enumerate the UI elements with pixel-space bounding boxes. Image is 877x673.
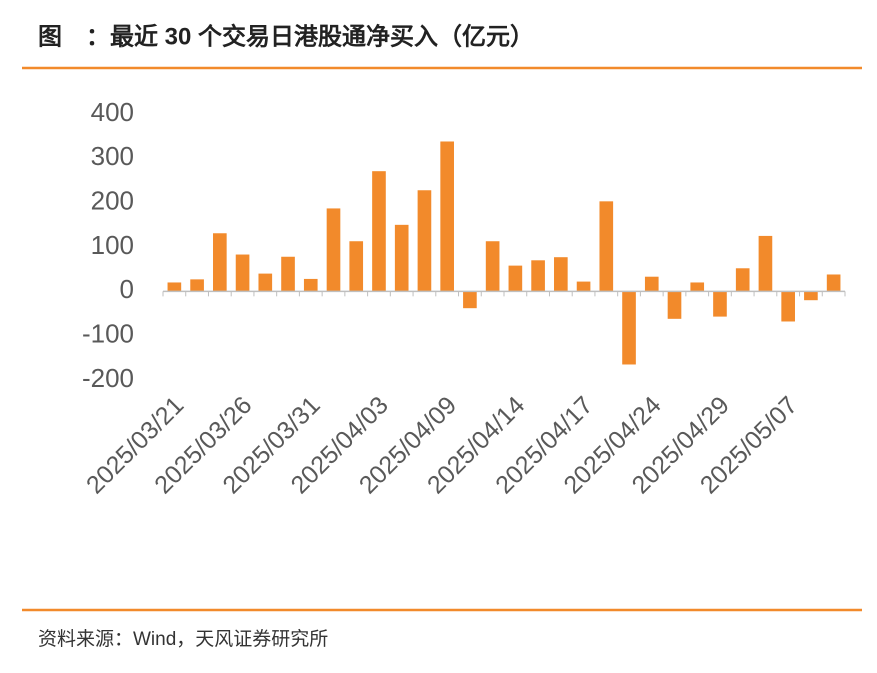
bar bbox=[440, 141, 454, 292]
y-tick-label: 200 bbox=[91, 186, 134, 216]
bar bbox=[758, 235, 773, 292]
y-tick-label: -100 bbox=[82, 319, 134, 349]
y-tick-label: 400 bbox=[91, 97, 134, 127]
bar bbox=[190, 279, 204, 292]
bar bbox=[213, 233, 227, 292]
source-note: 资料来源：Wind，天风证券研究所 bbox=[38, 628, 328, 650]
bar bbox=[781, 291, 795, 322]
bar bbox=[644, 276, 659, 292]
y-tick-label: 0 bbox=[120, 274, 134, 304]
bar bbox=[463, 291, 477, 309]
bar bbox=[622, 291, 636, 365]
bar bbox=[349, 241, 364, 292]
bar bbox=[735, 268, 750, 292]
bar bbox=[372, 171, 386, 292]
bar bbox=[599, 201, 614, 292]
bar bbox=[167, 282, 182, 292]
bar bbox=[303, 278, 318, 292]
bar bbox=[804, 291, 818, 301]
bar bbox=[485, 241, 500, 292]
bar bbox=[713, 291, 727, 317]
chart-title: 图 ：最近 30 个交易日港股通净买入（亿元） bbox=[38, 22, 534, 50]
bar bbox=[326, 208, 341, 292]
bar bbox=[258, 273, 273, 292]
bar bbox=[531, 260, 545, 292]
bar bbox=[281, 256, 295, 292]
bar bbox=[417, 190, 432, 292]
bar bbox=[394, 224, 409, 292]
y-tick-label: -200 bbox=[82, 363, 134, 393]
bar bbox=[690, 282, 705, 292]
bar bbox=[667, 291, 682, 319]
bar bbox=[826, 274, 841, 292]
bar bbox=[235, 254, 250, 292]
bar bbox=[554, 257, 568, 292]
y-tick-label: 300 bbox=[91, 141, 134, 171]
y-tick-label: 100 bbox=[91, 230, 134, 260]
bar bbox=[508, 265, 523, 292]
bar bbox=[576, 281, 591, 292]
